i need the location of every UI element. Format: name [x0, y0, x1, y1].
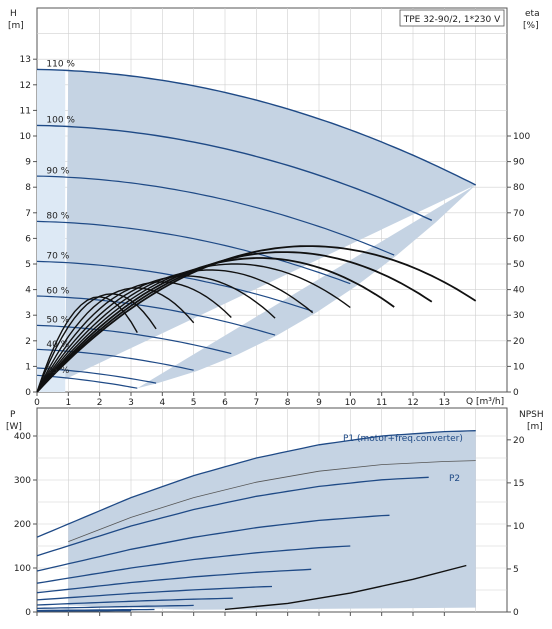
- speed-label: 110 %: [46, 60, 75, 70]
- y-unit-right-top: [%]: [523, 21, 539, 31]
- y-unit-left-bottom: [W]: [6, 422, 22, 432]
- y-tick-label-right: 90: [513, 158, 525, 168]
- y-tick-label-right: 5: [513, 565, 519, 575]
- y-tick-label-right: 20: [513, 337, 525, 347]
- x-tick-label: 5: [191, 398, 197, 408]
- y-tick-label-right: 80: [513, 183, 525, 193]
- speed-label: 90 %: [46, 166, 69, 176]
- y-tick-label-left: 8: [25, 183, 31, 193]
- y-tick-label-right: 10: [513, 522, 525, 532]
- y-tick-label-left: 0: [25, 608, 31, 618]
- y-tick-label-left: 4: [25, 286, 31, 296]
- y-tick-label-left: 11: [20, 106, 31, 116]
- y-tick-label-right: 70: [513, 209, 525, 219]
- x-label-top: Q [m³/h]: [466, 397, 504, 407]
- y-tick-label-left: 5: [25, 260, 31, 270]
- y-tick-label-right: 50: [513, 260, 525, 270]
- y-tick-label-left: 3: [25, 311, 31, 321]
- y-tick-label-left: 13: [20, 55, 31, 65]
- y-tick-label-left: 6: [25, 234, 31, 244]
- y-label-left-bottom: P: [10, 410, 16, 420]
- y-tick-label-left: 400: [14, 432, 31, 442]
- p1-series-label: P1 (motor+freq.converter): [343, 434, 463, 444]
- y-tick-label-right: 100: [513, 132, 530, 142]
- y-tick-label-left: 100: [14, 564, 31, 574]
- p2-series-label: P2: [449, 474, 460, 484]
- speed-label: 100 %: [46, 116, 75, 126]
- x-tick-label: 11: [376, 398, 387, 408]
- y-tick-label-right: 0: [513, 608, 519, 618]
- y-tick-label-left: 200: [14, 520, 31, 530]
- y-label-right-top: eta: [525, 9, 540, 19]
- y-tick-label-left: 1: [25, 362, 31, 372]
- x-tick-label: 2: [97, 398, 103, 408]
- y-tick-label-right: 40: [513, 286, 525, 296]
- speed-label: 25 %: [46, 366, 69, 376]
- y-tick-label-left: 12: [20, 81, 31, 91]
- x-tick-label: 12: [407, 398, 418, 408]
- x-tick-label: 10: [345, 398, 357, 408]
- y-tick-label-left: 0: [25, 388, 31, 398]
- y-tick-label-left: 300: [14, 476, 31, 486]
- y-tick-label-right: 15: [513, 479, 524, 489]
- y-tick-label-left: 9: [25, 158, 31, 168]
- operating-region-top: [37, 69, 476, 392]
- y-label-right-bottom: NPSH: [519, 410, 544, 420]
- y-tick-label-left: 7: [25, 209, 31, 219]
- y-label-left-top: H: [10, 9, 17, 19]
- speed-label: 60 %: [46, 286, 69, 296]
- y-tick-label-right: 30: [513, 311, 525, 321]
- x-tick-label: 0: [34, 398, 40, 408]
- y-tick-label-right: 20: [513, 436, 525, 446]
- speed-label: 40 %: [46, 340, 69, 350]
- x-tick-label: 9: [316, 398, 322, 408]
- speed-label: 80 %: [46, 212, 69, 222]
- chart-title: TPE 32-90/2, 1*230 V: [403, 15, 501, 25]
- speed-label: 70 %: [46, 252, 69, 262]
- x-tick-label: 6: [222, 398, 228, 408]
- y-unit-left-top: [m]: [8, 21, 24, 31]
- x-tick-label: 7: [253, 398, 259, 408]
- speed-label: 50 %: [46, 316, 69, 326]
- y-tick-label-right: 0: [513, 388, 519, 398]
- x-tick-label: 13: [439, 398, 450, 408]
- x-tick-label: 4: [159, 398, 165, 408]
- x-tick-label: 1: [65, 398, 71, 408]
- y-unit-right-bottom: [m]: [527, 422, 543, 432]
- y-tick-label-left: 2: [25, 337, 31, 347]
- y-tick-label-right: 10: [513, 362, 525, 372]
- y-tick-label-right: 60: [513, 234, 525, 244]
- x-tick-label: 8: [285, 398, 291, 408]
- x-tick-label: 3: [128, 398, 134, 408]
- y-tick-label-left: 10: [20, 132, 32, 142]
